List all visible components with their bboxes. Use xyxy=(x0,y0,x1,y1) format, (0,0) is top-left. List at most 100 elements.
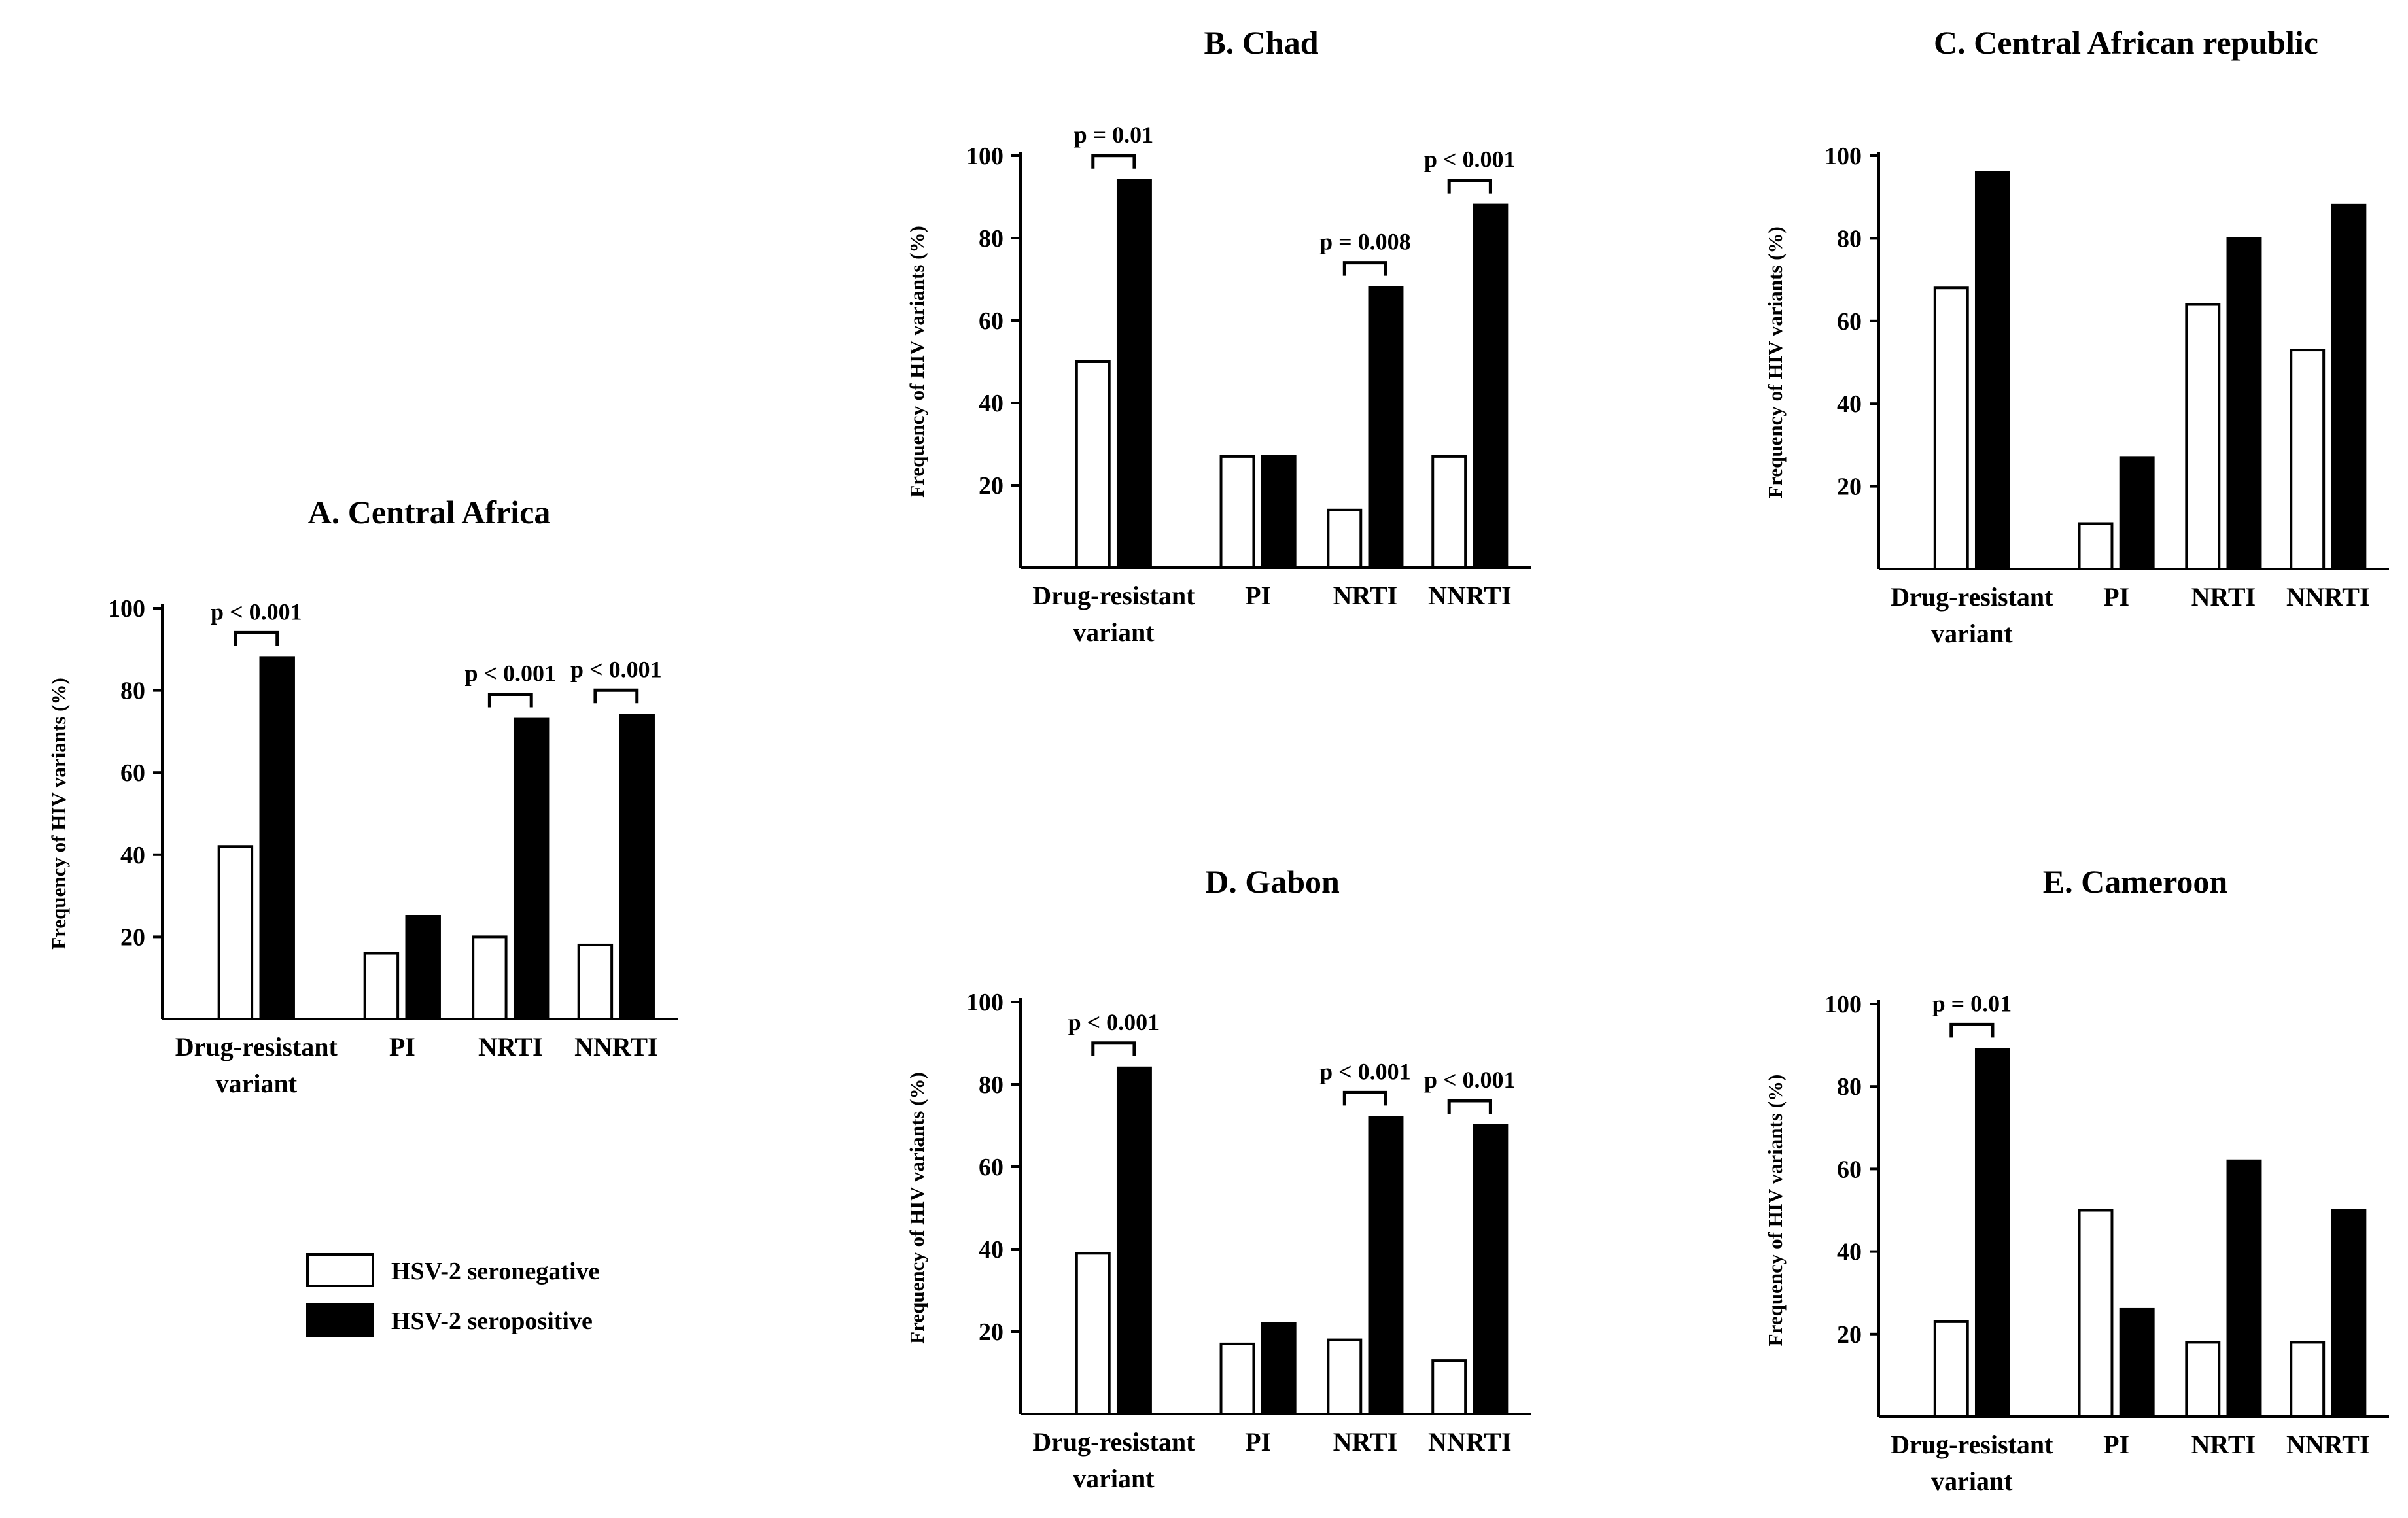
p-value-label: p < 0.001 xyxy=(570,656,662,682)
chart-panel-b: B. Chad 20 40 60 80 100 Frequency of HIV varia… xyxy=(905,24,1531,647)
bar-seropositive xyxy=(2226,1159,2262,1419)
legend-swatch-seropositive xyxy=(306,1303,374,1337)
bar-seropositive xyxy=(1368,1116,1404,1416)
bar-seropositive xyxy=(513,717,550,1021)
x-category-label: Drug-resistant variant xyxy=(1891,1430,2053,1496)
y-axis-label: Frequency of HIV variants (%) xyxy=(905,1072,928,1344)
p-value-label: p = 0.01 xyxy=(1074,122,1154,148)
x-category-label: PI xyxy=(2103,582,2129,612)
y-tick-label: 20 xyxy=(1837,474,1862,501)
y-tick-label: 60 xyxy=(1837,308,1862,336)
significance-bracket xyxy=(1342,261,1387,276)
y-tick-label: 40 xyxy=(979,1236,1003,1264)
bar-seropositive xyxy=(619,714,655,1021)
chart-panel-d: D. Gabon 20 40 60 80 100 Frequency of HIV vari… xyxy=(905,863,1531,1493)
x-category-label: NNRTI xyxy=(1428,581,1512,610)
y-tick-label: 40 xyxy=(120,842,145,869)
chart-title: D. Gabon xyxy=(1205,863,1340,900)
bar-seropositive xyxy=(1261,1322,1297,1416)
bar-seropositive xyxy=(1368,286,1404,569)
bar-seropositive xyxy=(2331,1209,2367,1418)
bar-seronegative xyxy=(1219,1342,1255,1415)
significance-bracket xyxy=(1447,179,1492,194)
legend-label-seropositive: HSV-2 seropositive xyxy=(391,1307,593,1335)
y-tick-label: 60 xyxy=(120,759,145,787)
chart-panel-e: E. Cameroon 20 40 60 80 100 Frequency of HIV v… xyxy=(1764,863,2389,1496)
y-tick-label: 40 xyxy=(1837,390,1862,418)
x-category-label: NRTI xyxy=(478,1032,543,1061)
bar-seronegative xyxy=(1431,1359,1467,1416)
x-category-label: PI xyxy=(1245,581,1271,610)
y-tick-label: 20 xyxy=(1837,1321,1862,1349)
y-tick-label: 100 xyxy=(1824,143,1862,170)
x-category-label: Drug-resistant variant xyxy=(1032,581,1195,647)
y-tick-label: 100 xyxy=(1824,991,1862,1018)
bar-seropositive xyxy=(2331,203,2367,570)
x-category-label: NNRTI xyxy=(1428,1427,1512,1457)
x-category-label: PI xyxy=(389,1032,415,1061)
legend-swatch-seronegative xyxy=(306,1253,374,1287)
y-tick-label: 20 xyxy=(979,1319,1003,1346)
bar-seropositive xyxy=(1116,179,1152,569)
bar-seropositive xyxy=(2119,1307,2155,1418)
bar-seropositive xyxy=(2226,237,2262,570)
y-tick-label: 20 xyxy=(979,472,1003,500)
bar-seronegative xyxy=(363,952,400,1021)
bar-seronegative xyxy=(2078,1209,2114,1418)
y-axis-label: Frequency of HIV variants (%) xyxy=(905,226,928,498)
bar-seropositive xyxy=(1261,455,1297,570)
y-axis-label: Frequency of HIV variants (%) xyxy=(47,678,70,950)
bar-seropositive xyxy=(405,915,441,1020)
x-category-label: Drug-resistant variant xyxy=(175,1032,338,1098)
bar-seronegative xyxy=(577,943,614,1020)
chart-title: E. Cameroon xyxy=(2043,863,2228,900)
bar-seronegative xyxy=(1431,455,1467,570)
bar-seropositive xyxy=(2119,456,2155,570)
y-tick-label: 60 xyxy=(979,1154,1003,1181)
bar-seropositive xyxy=(1974,171,2010,570)
bar-seropositive xyxy=(1473,1124,1509,1415)
y-axis-label: Frequency of HIV variants (%) xyxy=(1764,1075,1787,1347)
significance-bracket xyxy=(1342,1090,1387,1106)
p-value-label: p < 0.001 xyxy=(1424,1067,1516,1093)
y-tick-label: 40 xyxy=(1837,1239,1862,1266)
p-value-label: p < 0.001 xyxy=(1068,1009,1160,1035)
p-value-label: p = 0.008 xyxy=(1319,229,1411,255)
bar-seronegative xyxy=(2185,1341,2221,1418)
bar-seronegative xyxy=(1327,508,1363,569)
chart-panel-c: C. Central African republic 20 40 60 80 100 Fr… xyxy=(1764,24,2389,648)
bar-seronegative xyxy=(1075,360,1111,569)
legend: HSV-2 seronegative HSV-2 seropositive xyxy=(306,1253,599,1337)
bar-seronegative xyxy=(1327,1338,1363,1416)
y-tick-label: 80 xyxy=(120,678,145,705)
bar-seropositive xyxy=(1116,1066,1152,1416)
bar-seronegative xyxy=(1933,1320,1969,1418)
x-category-label: NRTI xyxy=(2191,1430,2256,1459)
p-value-label: p = 0.01 xyxy=(1932,990,2012,1016)
x-category-label: Drug-resistant variant xyxy=(1032,1427,1195,1493)
x-category-label: PI xyxy=(2103,1430,2129,1459)
significance-bracket xyxy=(487,693,533,708)
y-tick-label: 20 xyxy=(120,923,145,951)
bar-seronegative xyxy=(2290,349,2326,570)
x-category-label: PI xyxy=(1245,1427,1271,1457)
y-tick-label: 80 xyxy=(1837,1073,1862,1101)
significance-bracket xyxy=(1949,1022,1995,1038)
significance-bracket xyxy=(593,688,639,704)
x-category-label: NRTI xyxy=(2191,582,2256,612)
chart-title: A. Central Africa xyxy=(308,494,551,530)
p-value-label: p < 0.001 xyxy=(465,661,557,687)
p-value-label: p < 0.001 xyxy=(1424,147,1516,173)
x-category-label: NNRTI xyxy=(2286,582,2370,612)
y-tick-label: 100 xyxy=(108,595,145,623)
x-category-label: NNRTI xyxy=(2286,1430,2370,1459)
p-value-label: p < 0.001 xyxy=(211,598,302,625)
x-category-label: NRTI xyxy=(1333,1427,1398,1457)
bar-seropositive xyxy=(1473,203,1509,570)
bar-seronegative xyxy=(1933,286,1969,570)
y-tick-label: 100 xyxy=(966,143,1003,170)
significance-bracket xyxy=(1091,1041,1136,1056)
bar-seronegative xyxy=(2078,522,2114,570)
significance-bracket xyxy=(234,630,279,646)
